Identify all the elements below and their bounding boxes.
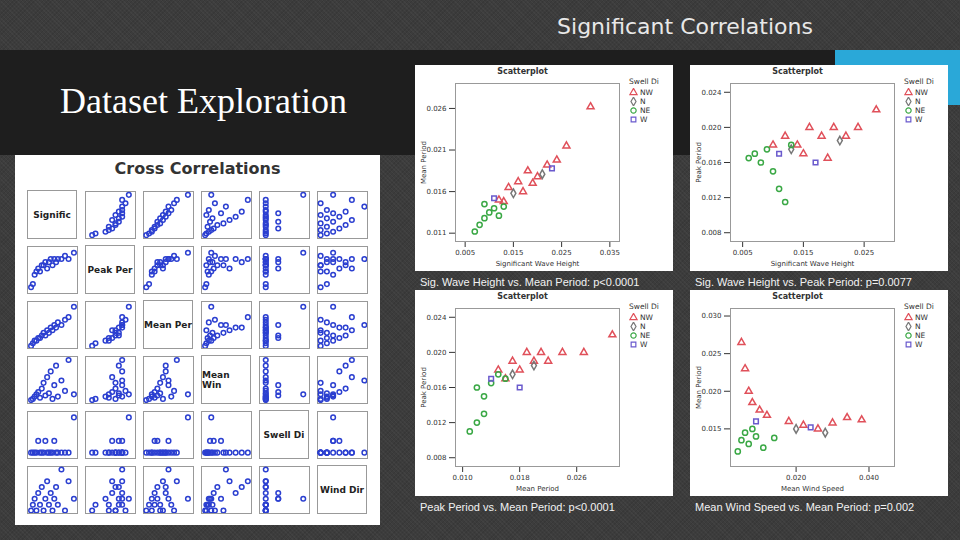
html-text:Wind Dir: Wind Dir	[320, 484, 364, 495]
html-text:Scatterplot: Scatterplot	[772, 67, 823, 76]
html-text:NW: NW	[915, 88, 928, 97]
html-text:NE: NE	[915, 331, 926, 340]
html-text:N: N	[915, 322, 921, 331]
html-text:N: N	[915, 97, 921, 106]
svg-text:0.015: 0.015	[701, 425, 721, 433]
svg-text:Significant Wave Height: Significant Wave Height	[771, 260, 855, 268]
html-text:N: N	[640, 97, 646, 106]
html-text:Scatterplot: Scatterplot	[497, 292, 548, 301]
svg-text:0.016: 0.016	[701, 159, 722, 167]
html-text:Mean Win: Mean Win	[202, 369, 230, 390]
svg-text:Mean Period: Mean Period	[516, 485, 559, 493]
svg-text:Peak Period: Peak Period	[420, 367, 428, 408]
svg-text:0.008: 0.008	[701, 229, 721, 237]
html-text:Swell Di: Swell Di	[263, 429, 305, 440]
html-text:Scatterplot: Scatterplot	[497, 67, 548, 76]
svg-text:0.035: 0.035	[600, 249, 620, 257]
html-text:W: W	[915, 340, 923, 349]
svg-text:Mean Wind Speed: Mean Wind Speed	[781, 485, 844, 493]
svg-text:0.012: 0.012	[426, 419, 446, 427]
html-text:W: W	[640, 115, 648, 124]
svg-text:0.012: 0.012	[701, 194, 721, 202]
svg-text:0.021: 0.021	[426, 146, 446, 154]
svg-text:Mean Period: Mean Period	[695, 366, 703, 409]
svg-text:0.018: 0.018	[510, 474, 530, 482]
svg-text:0.026: 0.026	[426, 105, 447, 113]
html-text:Peak Per: Peak Per	[87, 264, 133, 275]
svg-text:0.040: 0.040	[859, 474, 879, 482]
svg-text:0.020: 0.020	[701, 124, 721, 132]
html-text:NE: NE	[915, 106, 926, 115]
html-text:Signific: Signific	[33, 209, 71, 220]
svg-text:0.015: 0.015	[793, 249, 813, 257]
html-text:W: W	[640, 340, 648, 349]
html-text:W: W	[915, 115, 923, 124]
svg-text:0.024: 0.024	[701, 89, 722, 97]
html-text:Significant Correlations: Significant Correlations	[557, 14, 813, 39]
html-text:NE: NE	[640, 331, 651, 340]
svg-text:0.020: 0.020	[786, 474, 806, 482]
svg-text:0.030: 0.030	[701, 312, 721, 320]
html-text:Peak Period vs. Mean Period: p: Peak Period vs. Mean Period: p<0.0001	[420, 501, 615, 513]
svg-text:0.026: 0.026	[567, 474, 588, 482]
svg-text:0.010: 0.010	[453, 474, 473, 482]
html-text:Swell Di: Swell Di	[629, 302, 659, 311]
html-text:Mean Wind Speed vs. Mean Perio: Mean Wind Speed vs. Mean Period: p=0.002	[695, 501, 915, 513]
svg-text:0.011: 0.011	[426, 229, 446, 237]
svg-text:Peak Period: Peak Period	[695, 142, 703, 183]
svg-text:Significant Wave Height: Significant Wave Height	[496, 260, 580, 268]
svg-text:0.008: 0.008	[426, 454, 446, 462]
svg-text:0.016: 0.016	[426, 188, 447, 196]
html-text:NW: NW	[640, 313, 653, 322]
html-text:Dataset Exploration: Dataset Exploration	[60, 81, 347, 121]
html-text:Swell Di: Swell Di	[629, 77, 659, 86]
html-text:Cross Correlations: Cross Correlations	[114, 159, 281, 178]
svg-text:0.005: 0.005	[455, 249, 475, 257]
svg-text:0.016: 0.016	[426, 384, 447, 392]
html-text:Sig. Wave Height vs. Mean Peri: Sig. Wave Height vs. Mean Period: p<0.00…	[420, 276, 640, 288]
svg-text:0.020: 0.020	[426, 349, 446, 357]
html-text:Swell Di: Swell Di	[904, 302, 934, 311]
svg-text:0.005: 0.005	[733, 249, 753, 257]
svg-text:0.020: 0.020	[701, 388, 721, 396]
html-text:NE: NE	[640, 106, 651, 115]
html-text:Swell Di: Swell Di	[904, 77, 934, 86]
html-text:N: N	[640, 322, 646, 331]
svg-text:0.024: 0.024	[426, 314, 447, 322]
html-text:NW: NW	[915, 313, 928, 322]
html-text:NW: NW	[640, 88, 653, 97]
svg-text:0.015: 0.015	[503, 249, 523, 257]
svg-text:0.025: 0.025	[854, 249, 874, 257]
svg-text:0.025: 0.025	[552, 249, 572, 257]
html-text:Scatterplot: Scatterplot	[772, 292, 823, 301]
svg-text:Mean Period: Mean Period	[420, 141, 428, 184]
html-text:Mean Per: Mean Per	[144, 319, 192, 330]
html-text:Sig. Wave Height vs. Peak Peri: Sig. Wave Height vs. Peak Period: p=0.00…	[695, 276, 912, 288]
svg-text:0.025: 0.025	[701, 350, 721, 358]
